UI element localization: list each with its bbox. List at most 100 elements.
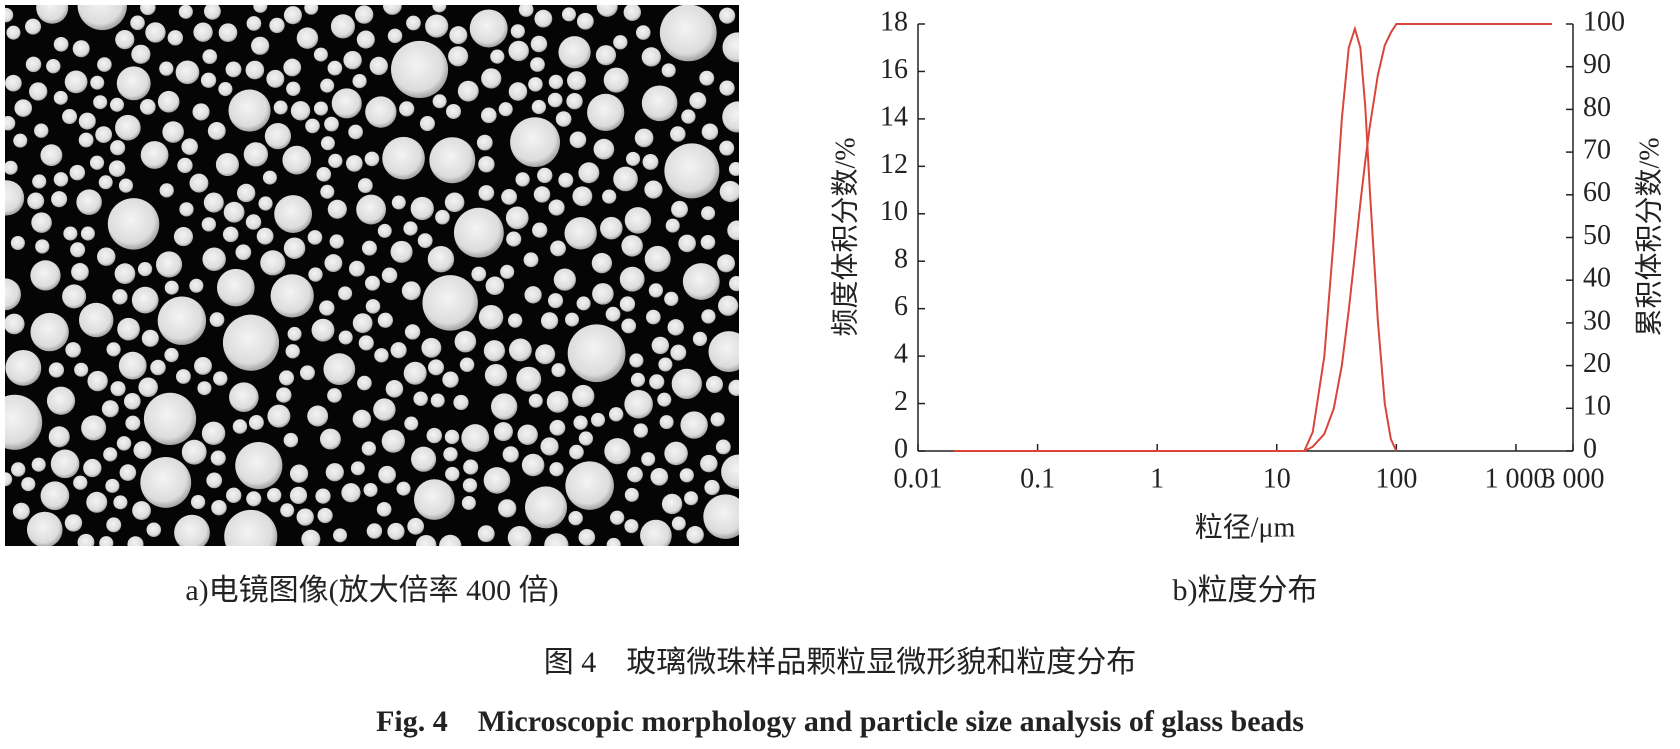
bead [426,427,443,444]
bead [600,216,623,240]
bead [540,437,559,456]
bead [390,240,413,263]
bead [461,495,476,511]
bead [679,468,694,483]
bead [311,318,335,342]
bead [417,233,433,249]
bead [727,220,739,241]
bead [493,422,513,442]
bead [280,503,295,518]
bead [569,131,587,149]
bead [480,107,497,124]
bead [352,74,367,89]
bead [176,369,191,384]
bead [381,429,405,453]
bead [719,80,735,96]
bead [553,268,576,291]
bead [671,368,702,399]
bead [651,336,670,355]
bead [728,379,739,396]
bead [62,284,87,309]
bead [276,387,292,403]
bead [624,207,652,234]
bead [236,183,256,203]
bead [103,447,118,462]
bead [36,5,69,24]
bead [262,170,277,185]
bead [74,362,89,377]
bead [181,138,198,155]
bead [396,481,411,496]
bead [167,30,184,46]
bead [273,100,288,115]
bead [5,278,21,311]
bead [157,90,180,113]
bead [63,226,78,241]
bead [664,291,679,307]
series-line [954,25,1398,452]
y-tick-label: 6 [894,291,908,322]
bead [528,77,543,92]
bead [701,123,719,140]
bead [704,479,720,496]
y-tick-label: 2 [894,386,908,417]
y2-tick-label: 60 [1583,177,1611,208]
bead [327,388,342,403]
bead [35,239,50,254]
bead [432,94,447,109]
bead [377,223,392,238]
bead [5,349,42,386]
bead [377,312,393,328]
bead [565,461,614,510]
bead [25,18,42,35]
bead [140,457,192,508]
bead [246,491,262,507]
bead [700,454,718,473]
bead [498,102,513,117]
bead [40,481,70,511]
bead [203,192,224,213]
bead [373,398,396,421]
bead [364,275,380,291]
bead [331,88,362,119]
bead [245,214,262,230]
bead [453,394,469,411]
bead [425,14,449,38]
bead [671,516,686,531]
bead [595,45,617,66]
bead [670,126,686,142]
bead [357,178,373,193]
bead [260,250,286,276]
bead [138,377,158,398]
bead [462,478,478,493]
bead [649,374,665,390]
bead [5,313,25,335]
bead [610,510,625,525]
bead [506,231,522,247]
bead [642,154,659,170]
bead [202,49,218,64]
bead [139,99,156,115]
bead [578,162,600,184]
bead [686,526,704,544]
bead [325,463,344,482]
bead [505,206,529,230]
bead [449,26,468,45]
bead [378,465,396,484]
bead [684,491,699,506]
bead [624,389,653,419]
bead [369,56,388,76]
bead [422,275,478,331]
bead [305,118,320,134]
bead [282,145,312,175]
bead [206,472,223,489]
bead [72,40,90,58]
bead [719,180,739,203]
bead [266,69,285,88]
bead [382,5,402,15]
bead [53,36,69,52]
bead [361,240,377,256]
bead [283,58,302,77]
bead [605,306,621,322]
bead [324,116,339,132]
